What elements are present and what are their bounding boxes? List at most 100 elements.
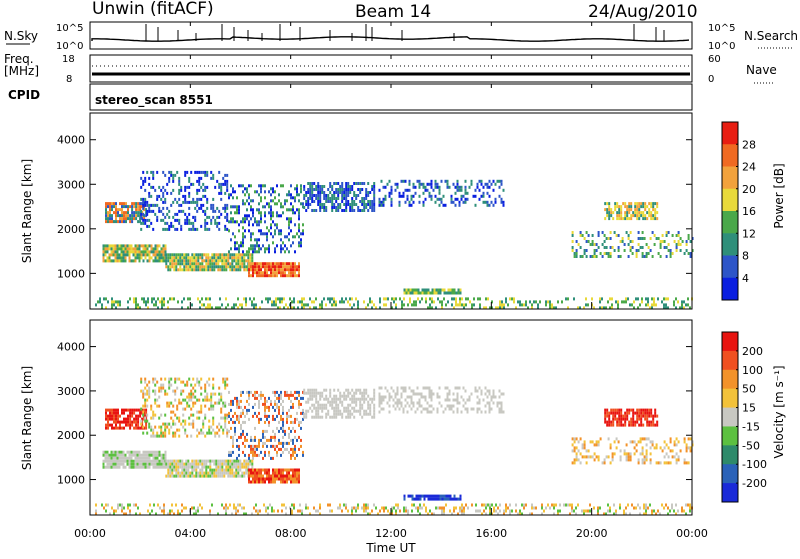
echo-cell <box>507 303 509 306</box>
echo-cell <box>241 303 243 306</box>
echo-cell <box>280 265 282 268</box>
echo-cell <box>254 436 256 439</box>
echo-cell <box>146 213 148 216</box>
echo-cell <box>169 469 171 472</box>
echo-cell <box>557 510 559 513</box>
echo-cell <box>243 256 245 259</box>
echo-cell <box>274 202 276 205</box>
echo-cell <box>225 507 227 510</box>
echo-cell <box>300 397 302 400</box>
echo-cell <box>163 504 165 507</box>
echo-cell <box>140 216 142 219</box>
echo-cell <box>221 303 223 306</box>
echo-cell <box>133 217 135 220</box>
echo-cell <box>111 303 113 306</box>
echo-cell <box>233 256 235 259</box>
echo-cell <box>209 510 211 513</box>
echo-cell <box>660 461 662 464</box>
echo-cell <box>610 461 612 464</box>
echo-cell <box>146 393 148 396</box>
echo-cell <box>403 411 405 414</box>
echo-cell <box>125 259 127 262</box>
echo-cell <box>252 211 254 214</box>
echo-cell <box>467 408 469 411</box>
echo-cell <box>373 392 375 395</box>
echo-cell <box>105 259 107 262</box>
echo-cell <box>598 458 600 461</box>
echo-cell <box>162 228 164 231</box>
echo-cell <box>226 213 228 216</box>
echo-cell <box>335 197 337 200</box>
echo-cell <box>640 409 642 412</box>
echo-cell <box>242 409 244 412</box>
echo-cell <box>144 402 146 405</box>
echo-cell <box>447 180 449 183</box>
echo-cell <box>188 177 190 180</box>
echo-cell <box>421 507 423 510</box>
echo-cell <box>437 408 439 411</box>
echo-cell <box>437 198 439 201</box>
echo-cell <box>152 429 154 432</box>
echo-cell <box>260 190 262 193</box>
echo-cell <box>453 393 455 396</box>
echo-cell <box>161 253 163 256</box>
echo-cell <box>276 469 278 472</box>
echo-cell <box>162 387 164 390</box>
echo-cell <box>355 194 357 197</box>
echo-cell <box>501 300 503 303</box>
echo-cell <box>119 259 121 262</box>
echo-cell <box>105 412 107 415</box>
echo-cell <box>399 297 401 300</box>
echo-cell <box>302 202 304 205</box>
echo-cell <box>142 213 144 216</box>
echo-cell <box>123 457 125 460</box>
echo-cell <box>688 461 690 464</box>
echo-cell <box>387 297 389 300</box>
echo-cell <box>674 443 676 446</box>
echo-cell <box>452 498 454 501</box>
echo-cell <box>186 219 188 222</box>
echo-cell <box>656 443 658 446</box>
echo-cell <box>103 250 105 253</box>
echo-cell <box>290 220 292 223</box>
echo-cell <box>414 289 416 292</box>
echo-cell <box>274 448 276 451</box>
echo-cell <box>157 457 159 460</box>
echo-cell <box>284 394 286 397</box>
echo-cell <box>628 421 630 424</box>
echo-cell <box>223 472 225 475</box>
echo-cell <box>258 265 260 268</box>
echo-cell <box>343 392 345 395</box>
echo-cell <box>373 395 375 398</box>
echo-cell <box>171 259 173 262</box>
echo-cell <box>141 460 143 463</box>
echo-cell <box>185 466 187 469</box>
echo-cell <box>349 297 351 300</box>
echo-cell <box>395 189 397 192</box>
echo-cell <box>652 208 654 211</box>
echo-cell <box>142 432 144 435</box>
echo-cell <box>213 265 215 268</box>
echo-cell <box>471 180 473 183</box>
echo-cell <box>449 186 451 189</box>
echo-cell <box>190 183 192 186</box>
echo-cell <box>606 208 608 211</box>
echo-cell <box>240 412 242 415</box>
echo-cell <box>248 475 250 478</box>
echo-cell <box>288 265 290 268</box>
echo-cell <box>323 194 325 197</box>
echo-cell <box>252 457 254 460</box>
echo-cell <box>187 259 189 262</box>
echo-cell <box>161 259 163 262</box>
echo-cell <box>133 205 135 208</box>
echo-cell <box>268 211 270 214</box>
echo-cell <box>212 405 214 408</box>
echo-cell <box>159 259 161 262</box>
echo-cell <box>152 411 154 414</box>
echo-cell <box>187 262 189 265</box>
echo-cell <box>288 238 290 241</box>
echo-cell <box>105 247 107 250</box>
echo-cell <box>655 303 657 306</box>
echo-cell <box>242 238 244 241</box>
echo-cell <box>180 381 182 384</box>
